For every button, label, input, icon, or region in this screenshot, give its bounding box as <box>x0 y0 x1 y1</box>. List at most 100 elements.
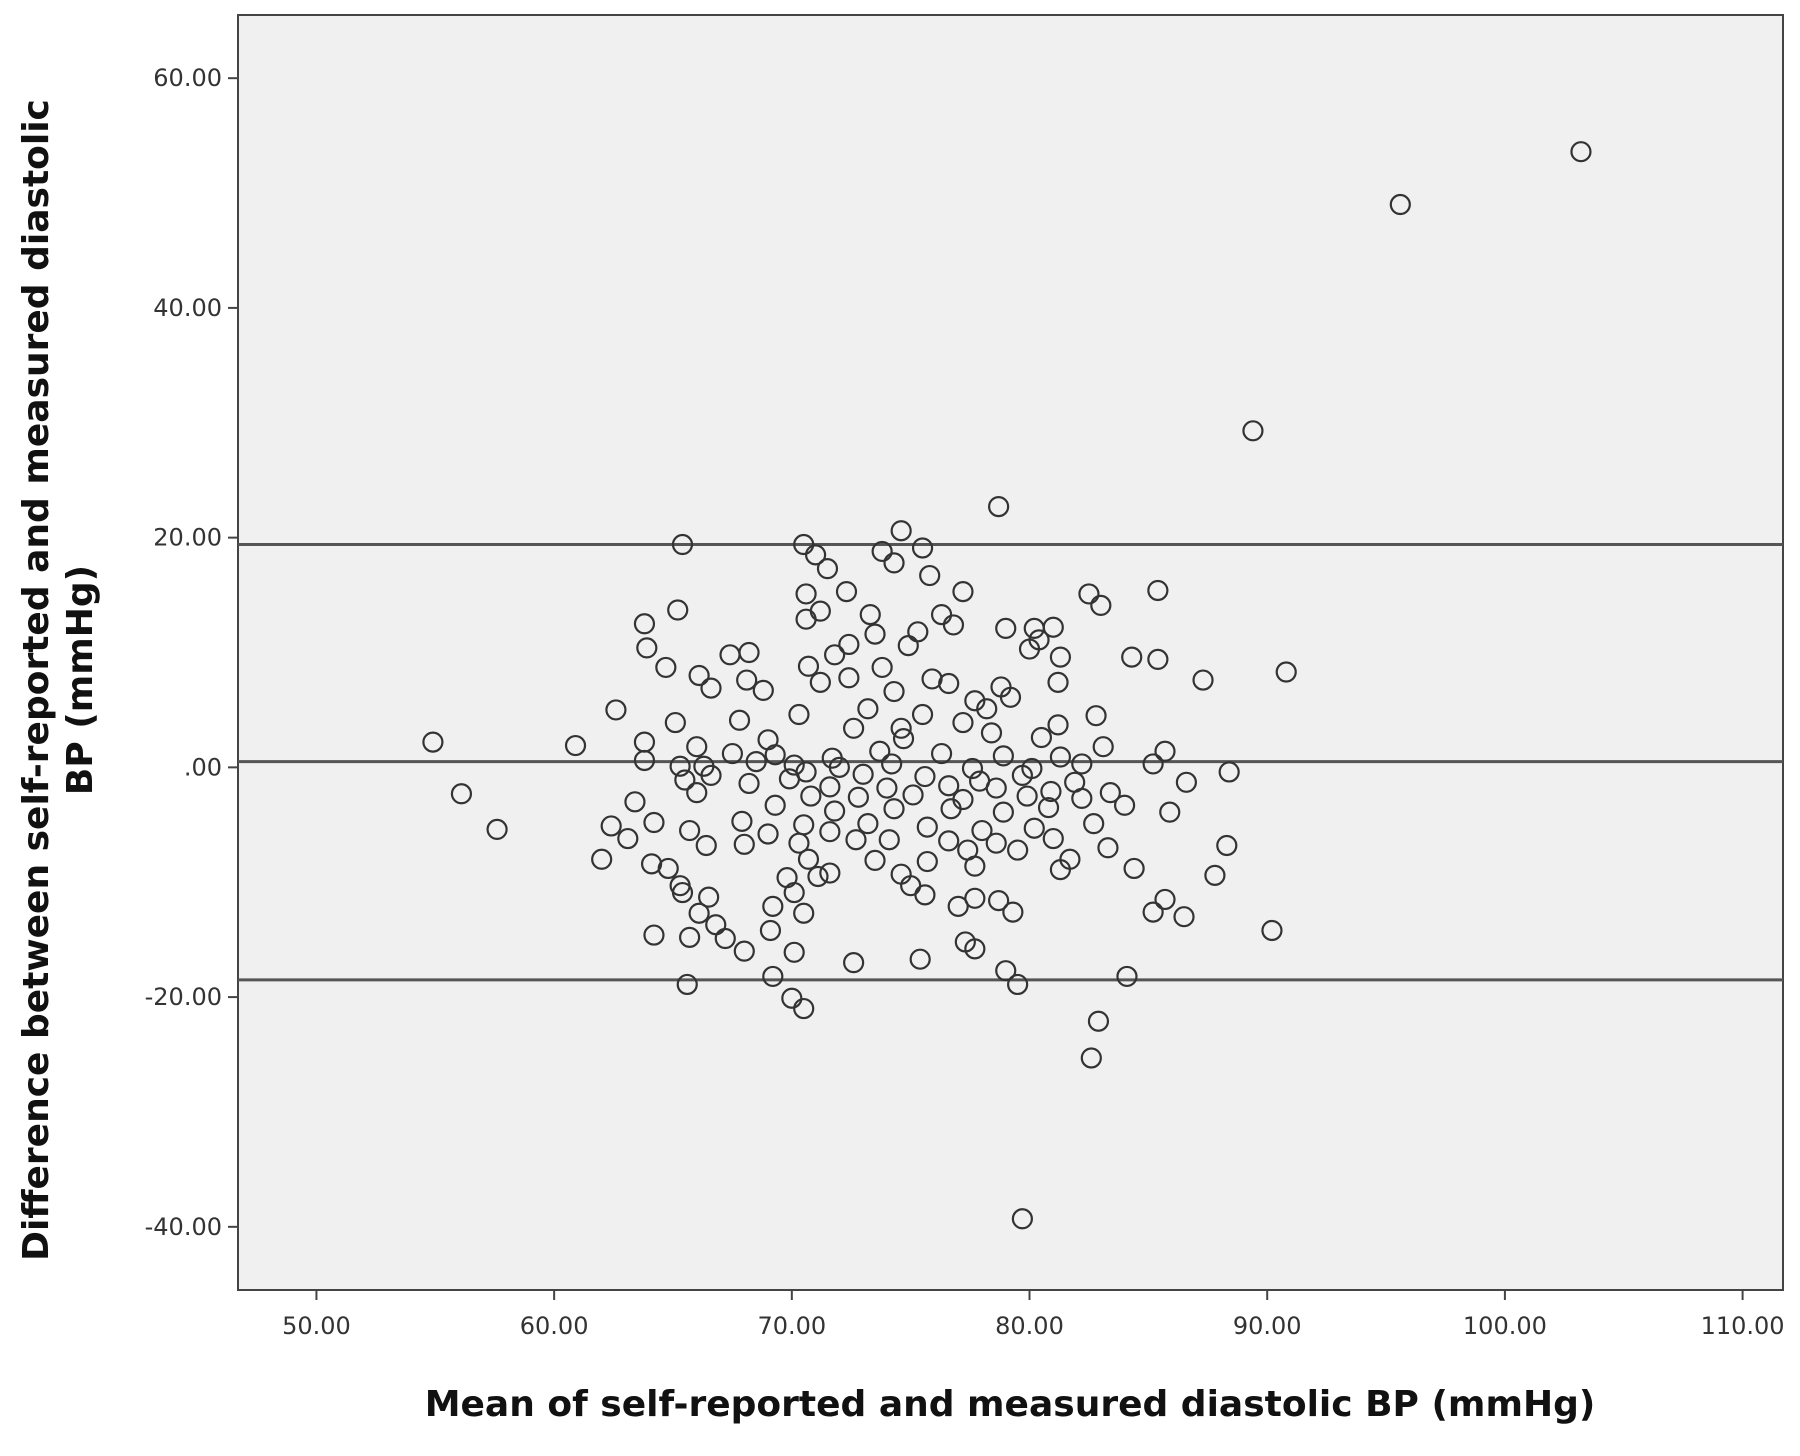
y-tick-label: .00 <box>184 753 222 781</box>
data-point <box>1047 714 1069 736</box>
data-point <box>1099 782 1121 804</box>
data-point <box>1147 648 1169 670</box>
data-point <box>942 614 965 636</box>
data-point <box>1037 796 1060 819</box>
data-point <box>1087 1010 1110 1032</box>
data-point <box>762 965 784 988</box>
data-point <box>764 744 786 766</box>
data-point <box>1040 780 1062 803</box>
data-point <box>988 890 1010 912</box>
x-tick-label: 110.00 <box>1701 1312 1785 1340</box>
data-point <box>919 564 941 587</box>
data-point <box>1142 753 1164 775</box>
data-point <box>788 703 810 726</box>
data-point <box>1218 761 1240 783</box>
data-point <box>671 881 694 904</box>
data-point <box>1097 837 1119 859</box>
data-point <box>890 717 912 739</box>
x-tick-label: 60.00 <box>520 1312 589 1340</box>
data-point <box>450 783 473 805</box>
data-point <box>995 617 1017 639</box>
data-point <box>688 664 710 687</box>
x-tick-label: 90.00 <box>1233 1312 1302 1340</box>
data-point <box>636 637 658 659</box>
data-point <box>843 717 865 739</box>
plot-area-background <box>237 14 1784 1291</box>
data-point <box>679 819 701 842</box>
data-point <box>1018 638 1041 660</box>
data-point <box>1049 858 1072 881</box>
data-point <box>971 819 993 842</box>
data-point <box>731 810 753 832</box>
data-point <box>964 855 986 877</box>
data-point <box>764 794 786 816</box>
data-point <box>797 655 820 677</box>
data-point <box>976 698 998 720</box>
data-point <box>883 798 905 820</box>
data-point <box>657 857 679 880</box>
data-point <box>1216 834 1238 857</box>
data-point <box>698 886 720 908</box>
data-point <box>1142 901 1164 923</box>
data-point <box>1154 740 1176 762</box>
data-point <box>781 987 803 1009</box>
data-point <box>897 635 919 657</box>
data-point <box>643 924 665 946</box>
data-point <box>738 772 760 795</box>
data-point <box>564 734 587 757</box>
data-point <box>883 680 905 703</box>
data-point <box>1116 965 1138 988</box>
data-point <box>1080 1047 1102 1069</box>
data-point <box>671 533 694 556</box>
data-point <box>876 777 898 799</box>
y-tick-label: 20.00 <box>153 524 222 552</box>
data-point <box>1023 817 1045 839</box>
data-point <box>1204 864 1226 886</box>
data-point <box>757 823 779 845</box>
data-point <box>1113 794 1136 816</box>
data-point <box>940 798 962 820</box>
data-point <box>878 829 900 851</box>
data-point <box>871 656 893 679</box>
data-point <box>1011 1208 1033 1230</box>
data-point <box>1121 646 1143 668</box>
data-point <box>857 698 879 720</box>
data-point <box>624 791 646 813</box>
data-point <box>869 740 891 762</box>
data-point <box>422 731 444 753</box>
data-point <box>961 757 984 780</box>
data-point <box>1007 973 1029 996</box>
x-tick-label: 100.00 <box>1463 1312 1547 1340</box>
data-point <box>824 644 846 666</box>
data-point <box>1147 579 1169 602</box>
data-point <box>807 865 829 888</box>
data-point <box>843 952 865 974</box>
data-point <box>1030 726 1053 749</box>
data-point <box>1242 420 1264 442</box>
data-point <box>847 786 869 808</box>
data-point <box>1047 671 1069 693</box>
data-point <box>1154 888 1176 911</box>
data-point <box>1078 583 1100 605</box>
data-point <box>938 830 960 852</box>
data-point <box>800 785 822 807</box>
data-point <box>916 850 938 873</box>
data-point <box>1002 901 1024 923</box>
data-point <box>864 623 886 645</box>
data-point <box>679 926 701 948</box>
data-point <box>914 765 936 788</box>
data-point <box>633 749 656 772</box>
data-point <box>988 496 1010 518</box>
data-point <box>695 834 717 857</box>
data-point <box>1261 919 1283 942</box>
data-point <box>795 583 817 605</box>
x-tick-label: 80.00 <box>995 1312 1064 1340</box>
data-point <box>686 782 708 804</box>
data-point <box>797 848 820 870</box>
data-point <box>1085 705 1107 727</box>
data-point <box>804 544 827 566</box>
y-axis-title-line-2: BP (mmHg) <box>60 565 101 795</box>
data-point <box>733 940 755 962</box>
data-point <box>591 848 613 870</box>
